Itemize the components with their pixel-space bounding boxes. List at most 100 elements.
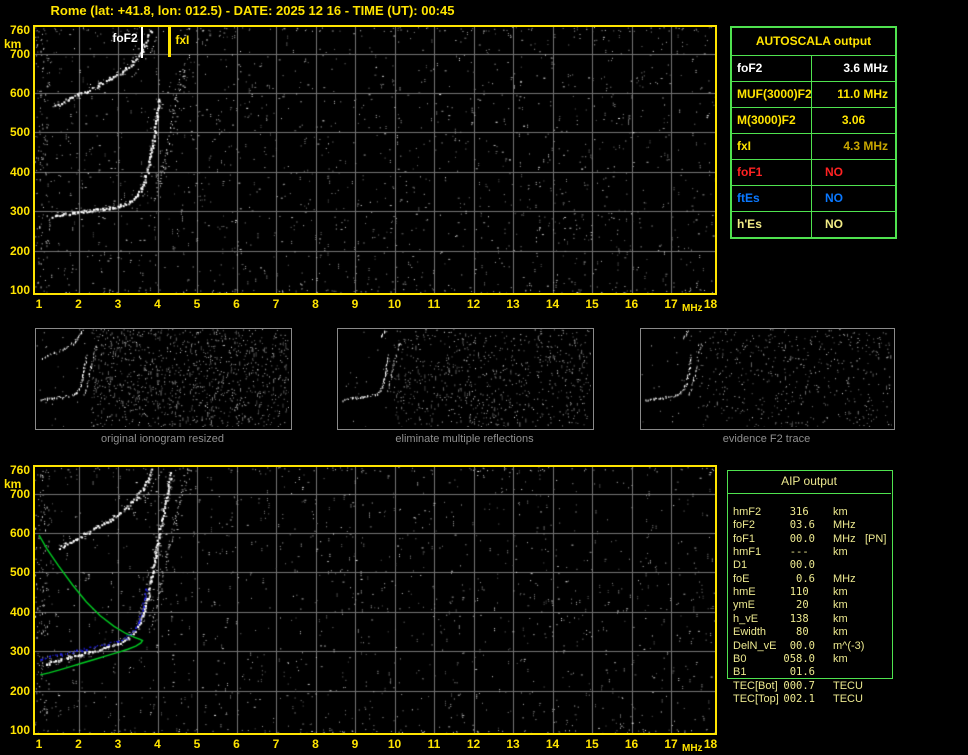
y-tick-label: 500 bbox=[9, 125, 30, 140]
aip-row-label: hmF2 bbox=[733, 506, 762, 518]
autoscala-output-table: AUTOSCALA output foF2 3.6 MHz MUF(3000)F2 1… bbox=[730, 26, 897, 239]
autoscala-table-row: h'Es NO bbox=[732, 212, 895, 237]
y-tick-label: 200 bbox=[9, 243, 30, 258]
x-tick-label: 11 bbox=[427, 297, 441, 311]
x-tick-label: 17 bbox=[664, 737, 678, 751]
y-tick-label: 200 bbox=[9, 683, 30, 698]
autoscala-table-row: fxI 4.3 MHz bbox=[732, 134, 895, 160]
autoscala-table-row: foF2 3.6 MHz bbox=[732, 56, 895, 82]
aip-row-value: 0.6 bbox=[796, 572, 815, 585]
y-tick-label: 400 bbox=[9, 164, 30, 179]
autoscala-table-row: M(3000)F2 3.06 bbox=[732, 108, 895, 134]
aip-row-unit: MHz bbox=[833, 572, 856, 585]
aip-row-value: 80 bbox=[796, 626, 815, 639]
aip-table-row: hmE 110 km bbox=[727, 586, 897, 599]
aip-table-row: ymE 20 km bbox=[727, 599, 897, 612]
aip-table-row: B0 058.0 km bbox=[727, 653, 897, 666]
x-tick-label: 14 bbox=[545, 297, 560, 311]
aip-row-label: foF1 bbox=[733, 532, 756, 545]
x-tick-label: 15 bbox=[585, 737, 599, 751]
aip-table-row: B1 01.6 bbox=[727, 666, 897, 679]
y-tick-label: 760 bbox=[9, 463, 30, 477]
y-tick-label: 400 bbox=[9, 604, 30, 619]
autoscala-row-value: NO bbox=[825, 217, 843, 231]
foF2-marker-label: foF2 bbox=[112, 31, 138, 45]
aip-table-row: DelN_vE 00.0 m^(-3) bbox=[727, 640, 897, 653]
page-title: Rome (lat: +41.8, lon: 012.5) - DATE: 20… bbox=[50, 3, 455, 18]
autoscala-row-label: foF2 bbox=[732, 56, 812, 81]
y-tick-label: 600 bbox=[9, 526, 30, 541]
x-tick-label: 16 bbox=[624, 737, 639, 751]
aip-row-unit: km bbox=[833, 599, 848, 612]
aip-table-row: h_vE 138 km bbox=[727, 613, 897, 626]
aip-row-value: 03.6 bbox=[789, 519, 815, 532]
aip-row-value: 316 bbox=[789, 506, 815, 518]
autoscala-table-row: foF1 NO bbox=[732, 160, 895, 186]
x-tick-label: 13 bbox=[506, 737, 520, 751]
x-tick-label: 7 bbox=[272, 737, 280, 751]
x-tick-label: 6 bbox=[233, 297, 240, 311]
fxI-marker-label: fxI bbox=[175, 33, 190, 47]
aip-table-header: AIP output bbox=[727, 470, 891, 494]
x-tick-label: 14 bbox=[545, 737, 560, 751]
y-tick-label: 600 bbox=[9, 86, 30, 101]
x-tick-label: 9 bbox=[351, 737, 359, 751]
aip-table-row: TEC[Top] 002.1 TECU bbox=[727, 693, 897, 706]
aip-ionogram-plot bbox=[33, 465, 717, 735]
autoscala-row-value: NO bbox=[825, 191, 843, 205]
aip-table-row: TEC[Bot] 000.7 TECU bbox=[727, 680, 897, 693]
autoscala-table-row: ftEs NO bbox=[732, 186, 895, 212]
thumbnail-evidence-f2 bbox=[640, 328, 895, 430]
x-tick-label: 16 bbox=[624, 297, 639, 311]
x-tick-label: 8 bbox=[312, 737, 319, 751]
aip-row-label: foE bbox=[733, 572, 750, 585]
aip-row-value: 20 bbox=[796, 599, 815, 612]
aip-row-value: 00.0 bbox=[789, 639, 815, 652]
aip-table-row: foE 0.6 MHz bbox=[727, 573, 897, 586]
autoscala-row-label: fxI bbox=[732, 134, 812, 159]
aip-row-label: TEC[Top] bbox=[733, 692, 779, 705]
y-tick-label: 100 bbox=[9, 723, 30, 737]
thumbnail-original-canvas bbox=[36, 329, 289, 427]
aip-row-unit: km bbox=[833, 546, 848, 559]
thumbnail-evidence-canvas bbox=[641, 329, 892, 427]
aip-row-value: 058.0 bbox=[783, 652, 815, 665]
aip-row-value: 110 bbox=[789, 586, 815, 599]
aip-row-value: --- bbox=[789, 546, 815, 559]
aip-row-label: B0 bbox=[733, 652, 747, 665]
aip-row-label: foF2 bbox=[733, 519, 756, 532]
aip-row-unit: TECU bbox=[833, 679, 863, 692]
main-ionogram-canvas bbox=[35, 27, 715, 293]
x-tick-label: 2 bbox=[75, 737, 82, 751]
aip-row-value: 00.0 bbox=[789, 532, 815, 545]
y-tick-label: 760 bbox=[9, 23, 30, 37]
aip-row-value: 002.1 bbox=[783, 692, 815, 705]
aip-row-label: ymE bbox=[733, 599, 755, 612]
autoscala-row-value: 3.6 MHz bbox=[843, 61, 888, 75]
x-tick-label: 3 bbox=[114, 297, 122, 311]
x-tick-label: 5 bbox=[193, 297, 201, 311]
autoscala-row-value: 11.0 MHz bbox=[837, 87, 888, 101]
x-tick-label: 6 bbox=[233, 737, 240, 751]
aip-row-label: B1 bbox=[733, 666, 747, 679]
foF2-marker-line bbox=[140, 27, 143, 58]
aip-table-row: foF1 00.0 MHz [PN] bbox=[727, 533, 897, 546]
x-axis-unit: MHz bbox=[682, 303, 703, 314]
autoscala-row-label: ftEs bbox=[732, 186, 812, 211]
autoscala-row-label: M(3000)F2 bbox=[732, 108, 812, 133]
y-tick-label: 300 bbox=[9, 644, 30, 659]
aip-row-value: 138 bbox=[789, 612, 815, 625]
y-tick-label: 700 bbox=[9, 46, 30, 61]
x-tick-label: 11 bbox=[427, 737, 441, 751]
x-tick-label: 12 bbox=[466, 297, 481, 311]
autoscala-row-label: h'Es bbox=[732, 212, 812, 237]
autoscala-row-value: 4.3 MHz bbox=[843, 139, 888, 153]
x-tick-label: 1 bbox=[35, 297, 43, 311]
x-tick-label: 15 bbox=[585, 297, 599, 311]
aip-row-label: hmF1 bbox=[733, 546, 762, 559]
aip-table-row: foF2 03.6 MHz bbox=[727, 519, 897, 532]
thumbnail-caption-evidence: evidence F2 trace bbox=[722, 433, 811, 445]
x-tick-label: 7 bbox=[272, 297, 280, 311]
x-tick-label: 17 bbox=[664, 297, 678, 311]
